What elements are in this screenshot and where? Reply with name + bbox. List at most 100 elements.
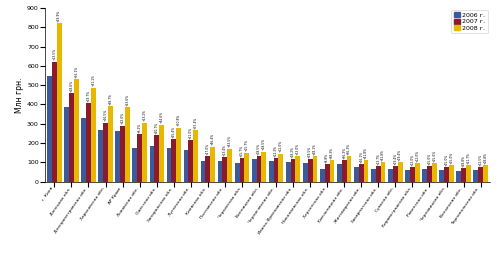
Bar: [346, 156, 352, 182]
Text: +12.0%: +12.0%: [410, 154, 414, 166]
Bar: [410, 167, 415, 182]
Text: +8.8%: +8.8%: [325, 153, 329, 163]
Bar: [466, 165, 470, 182]
Bar: [312, 156, 318, 182]
Text: +21.0%: +21.0%: [189, 127, 193, 139]
Bar: [278, 154, 283, 182]
Text: +15.6%: +15.6%: [432, 150, 436, 162]
Bar: [449, 165, 454, 182]
Text: +13.5%: +13.5%: [52, 49, 56, 60]
Bar: [132, 148, 137, 182]
Text: +18.6%: +18.6%: [70, 80, 73, 92]
Bar: [337, 164, 342, 182]
Bar: [393, 166, 398, 182]
Text: +18.8%: +18.8%: [484, 152, 488, 164]
Text: +56.1%: +56.1%: [74, 66, 78, 78]
Text: +25.4%: +25.4%: [172, 125, 175, 138]
Bar: [440, 170, 444, 182]
Text: +20.7%: +20.7%: [154, 122, 158, 134]
Bar: [200, 161, 205, 182]
Bar: [274, 158, 278, 182]
Bar: [342, 160, 346, 182]
Text: +15.7%: +15.7%: [244, 139, 248, 151]
Bar: [103, 123, 108, 182]
Bar: [172, 139, 176, 182]
Bar: [290, 159, 296, 182]
Text: +19.7%: +19.7%: [86, 89, 90, 101]
Text: +41.8%: +41.8%: [364, 147, 368, 159]
Text: +12.0%: +12.0%: [415, 150, 419, 162]
Text: +22.0%: +22.0%: [120, 112, 124, 124]
Bar: [98, 131, 103, 182]
Bar: [120, 126, 125, 182]
Text: +12.5%: +12.5%: [478, 154, 482, 166]
Bar: [320, 169, 325, 182]
Bar: [296, 156, 300, 182]
Text: +38.3%: +38.3%: [330, 147, 334, 159]
Text: +38.7%: +38.7%: [108, 93, 112, 105]
Bar: [188, 140, 193, 182]
Bar: [286, 162, 290, 182]
Text: +18.5%: +18.5%: [262, 138, 266, 150]
Bar: [432, 163, 436, 182]
Bar: [154, 135, 159, 182]
Text: +23.2%: +23.2%: [142, 109, 146, 121]
Bar: [228, 149, 232, 182]
Bar: [159, 125, 164, 182]
Bar: [308, 159, 312, 182]
Bar: [371, 169, 376, 182]
Y-axis label: Млн грн.: Млн грн.: [15, 77, 24, 112]
Bar: [474, 170, 478, 182]
Text: +28.8%: +28.8%: [462, 155, 466, 167]
Bar: [376, 166, 380, 182]
Bar: [415, 163, 420, 182]
Text: +12.0%: +12.0%: [279, 140, 283, 152]
Text: +13.0%: +13.0%: [296, 143, 300, 155]
Bar: [406, 170, 410, 182]
Bar: [388, 169, 393, 182]
Text: +15.0%: +15.0%: [450, 151, 454, 164]
Bar: [483, 165, 488, 182]
Text: +19.4%: +19.4%: [394, 153, 398, 164]
Bar: [478, 167, 483, 182]
Bar: [325, 164, 330, 182]
Text: +8.2%: +8.2%: [138, 123, 141, 133]
Bar: [456, 171, 461, 182]
Text: +36.3%: +36.3%: [347, 143, 351, 155]
Bar: [262, 152, 266, 182]
Text: +19.4%: +19.4%: [398, 149, 402, 161]
Bar: [240, 158, 244, 182]
Bar: [303, 163, 308, 182]
Text: +46.4%: +46.4%: [210, 133, 214, 145]
Text: +44.6%: +44.6%: [160, 111, 164, 123]
Bar: [69, 93, 74, 182]
Text: +15.0%: +15.0%: [444, 154, 448, 166]
Text: +13.7%: +13.7%: [376, 153, 380, 164]
Text: +31.1%: +31.1%: [92, 74, 96, 87]
Text: +50.8%: +50.8%: [176, 114, 180, 126]
Bar: [74, 79, 78, 182]
Bar: [218, 161, 222, 182]
Bar: [64, 107, 69, 182]
Bar: [222, 158, 228, 182]
Bar: [354, 167, 359, 182]
Bar: [176, 128, 181, 182]
Text: +21.7%: +21.7%: [466, 152, 470, 164]
Bar: [427, 166, 432, 182]
Text: +18.5%: +18.5%: [257, 143, 261, 155]
Bar: [82, 118, 86, 182]
Bar: [235, 163, 240, 182]
Text: +18.2%: +18.2%: [291, 146, 295, 158]
Bar: [125, 107, 130, 182]
Bar: [142, 123, 147, 182]
Bar: [47, 76, 52, 182]
Bar: [108, 106, 112, 182]
Text: +23.6%: +23.6%: [126, 94, 130, 106]
Bar: [252, 159, 256, 182]
Text: +17.0%: +17.0%: [206, 143, 210, 155]
Text: +36.3%: +36.3%: [342, 147, 346, 159]
Text: +12.3%: +12.3%: [274, 145, 278, 157]
Bar: [91, 88, 96, 182]
Bar: [364, 160, 368, 182]
Bar: [398, 162, 402, 182]
